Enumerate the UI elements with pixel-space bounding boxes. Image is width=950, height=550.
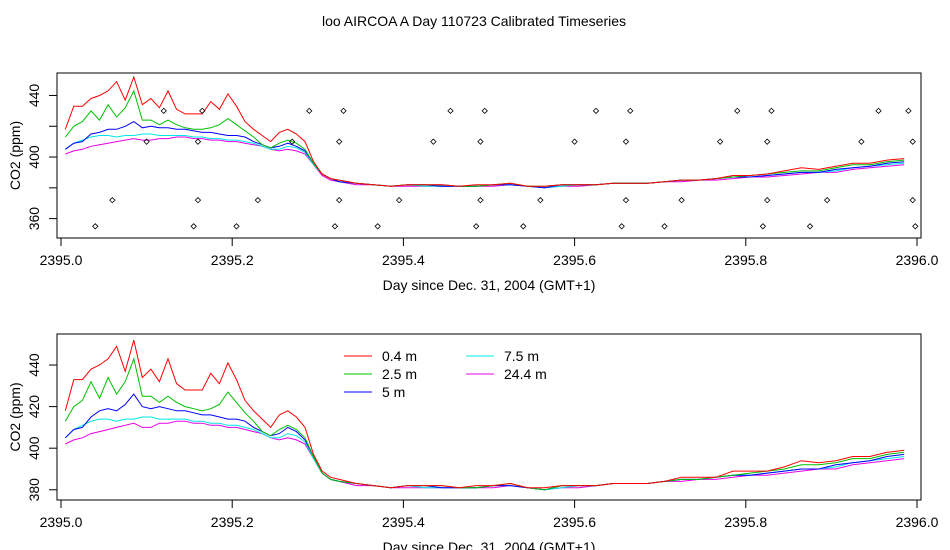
data-point-marker (430, 138, 437, 145)
data-point-marker (764, 196, 771, 204)
data-point-marker (622, 196, 630, 204)
y-tick-label: 420 (26, 395, 42, 419)
series-line-7-5-m (65, 133, 905, 189)
y-axis-label: CO2 (ppm) (7, 382, 23, 451)
data-point-marker (194, 196, 202, 204)
legend-label: 24.4 m (504, 366, 547, 382)
x-tick-label: 2395.8 (724, 252, 767, 268)
plot-frame (56, 333, 922, 501)
x-tick-label: 2395.4 (382, 252, 425, 268)
x-tick-label: 2395.0 (40, 514, 83, 530)
legend-label: 7.5 m (504, 348, 539, 364)
data-point-marker (395, 196, 403, 204)
data-point-marker (336, 138, 343, 145)
data-point-marker (143, 138, 150, 145)
data-point-marker (520, 223, 527, 230)
series-line-24-4-m (65, 136, 905, 189)
x-tick-label: 2396.0 (896, 252, 939, 268)
chart-title: loo AIRCOA A Day 110723 Calibrated Times… (322, 13, 626, 29)
y-tick-label: 400 (26, 145, 42, 169)
data-point-marker (472, 223, 480, 230)
data-point-marker (912, 223, 919, 230)
data-point-marker (678, 196, 685, 204)
data-point-marker (331, 223, 339, 230)
bottom-panel: 2395.0 2395.2 2395.4 2395.6 2395.8 2396.0 380 4… (7, 333, 939, 550)
data-point-marker (199, 107, 206, 115)
data-point-marker (627, 107, 634, 115)
plot-frame (56, 72, 922, 239)
data-point-marker (92, 223, 99, 230)
data-point-marker (233, 223, 240, 230)
legend-label: 5 m (382, 384, 405, 400)
series-line-7-5-m (64, 416, 905, 491)
x-tick-label: 2395.0 (40, 252, 83, 268)
x-tick-label: 2396.0 (896, 514, 939, 530)
y-tick-label: 380 (26, 478, 42, 502)
data-point-marker (477, 196, 484, 204)
data-point-marker (759, 223, 767, 230)
series-line-24-4-m (65, 420, 905, 491)
data-point-marker (875, 107, 882, 115)
x-tick-label: 2395.4 (382, 514, 425, 530)
data-point-marker (905, 107, 912, 115)
series-line-0-4-m (64, 339, 905, 489)
data-point-marker (768, 107, 775, 115)
data-point-marker (336, 196, 343, 204)
data-point-marker (661, 223, 668, 230)
y-tick-label: 400 (26, 436, 42, 460)
x-tick-label: 2395.2 (211, 514, 254, 530)
data-point-marker (190, 223, 197, 230)
data-point-marker (306, 107, 313, 115)
data-point-marker (806, 223, 814, 230)
data-point-marker (109, 196, 116, 204)
x-tick-label: 2395.8 (724, 514, 767, 530)
data-point-marker (194, 138, 202, 145)
x-tick-label: 2395.6 (553, 252, 596, 268)
data-point-marker (858, 138, 865, 145)
data-point-marker (537, 196, 544, 204)
data-point-marker (374, 223, 381, 230)
x-tick-label: 2395.6 (553, 514, 596, 530)
data-point-marker (764, 138, 771, 145)
legend-label: 2.5 m (382, 366, 417, 382)
data-point-marker (823, 196, 831, 204)
x-axis-label: Day since Dec. 31, 2004 (GMT+1) (383, 277, 596, 293)
data-point-marker (734, 107, 741, 115)
data-point-marker (481, 107, 488, 115)
x-tick-label: 2395.2 (211, 252, 254, 268)
data-point-marker (571, 138, 578, 145)
data-point-marker (592, 107, 600, 115)
data-point-marker (716, 138, 724, 145)
data-point-marker (288, 138, 296, 145)
data-point-marker (909, 196, 916, 204)
series-line-2-5-m (64, 357, 905, 491)
legend: 0.4 m 2.5 m 5 m 7.5 m 24.4 m (344, 348, 547, 400)
data-point-marker (477, 138, 484, 145)
y-tick-label: 440 (26, 84, 42, 108)
data-point-marker (160, 107, 167, 115)
y-tick-label: 360 (26, 207, 42, 231)
data-point-marker (909, 138, 916, 145)
data-point-marker (340, 107, 347, 115)
top-panel: 2395.0 2395.2 2395.4 2395.6 2395.8 2396.0 360 4… (7, 72, 939, 293)
series-line-5-m (65, 121, 905, 189)
y-axis-label: CO2 (ppm) (7, 121, 23, 190)
x-axis-label: Day since Dec. 31, 2004 (GMT+1) (383, 539, 596, 550)
data-point-marker (447, 107, 454, 115)
legend-label: 0.4 m (382, 348, 417, 364)
series-line-0-4-m (64, 75, 905, 187)
data-point-marker (254, 196, 262, 204)
y-tick-label: 440 (26, 353, 42, 377)
data-point-marker (622, 138, 630, 145)
data-point-marker (618, 223, 625, 230)
